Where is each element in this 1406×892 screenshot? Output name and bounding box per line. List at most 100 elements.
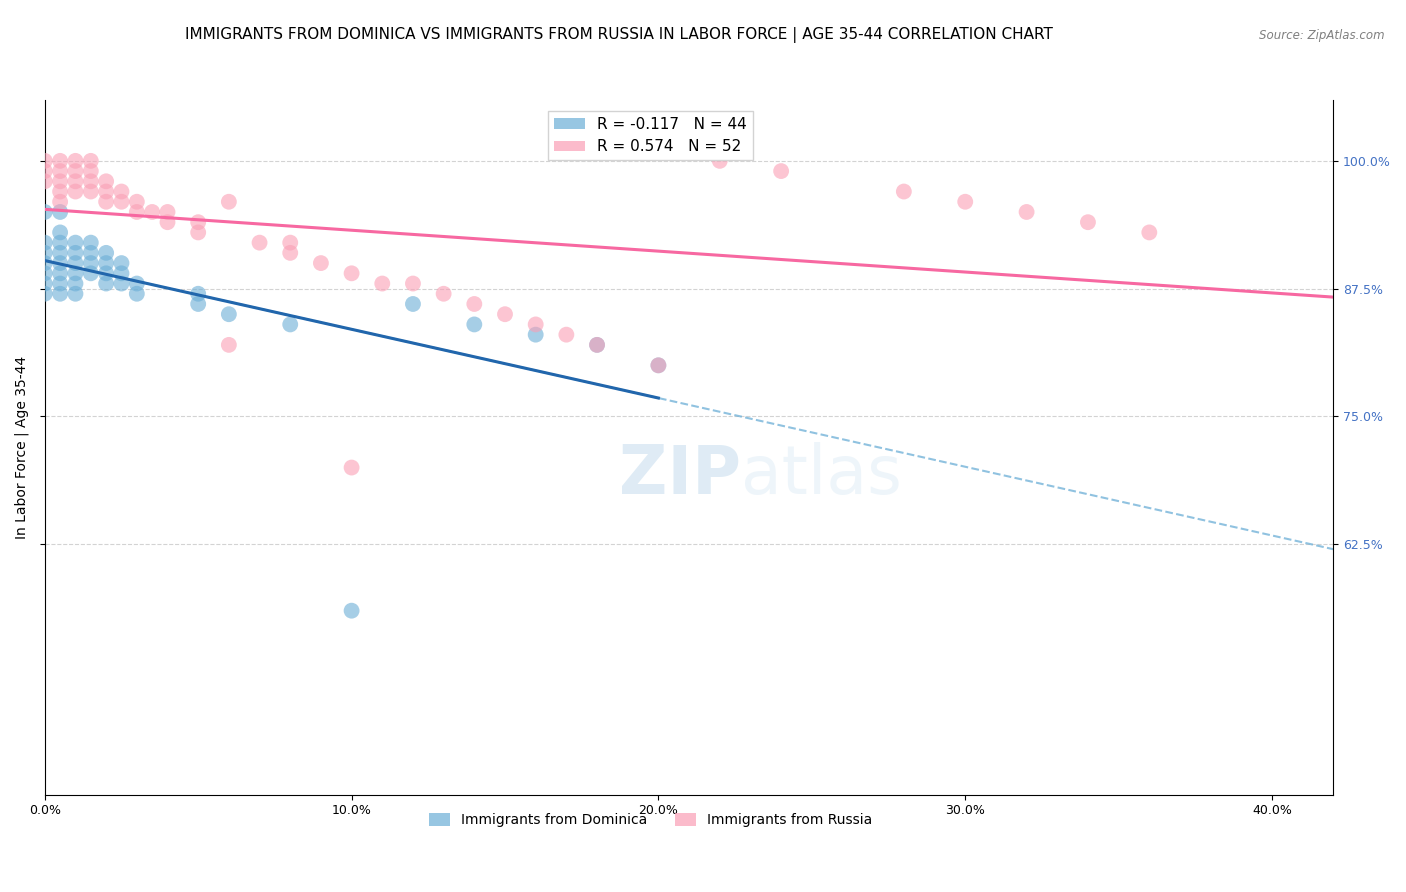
Text: atlas: atlas	[741, 442, 901, 508]
Point	[524, 318, 547, 332]
Point	[218, 307, 240, 321]
Point	[309, 256, 332, 270]
Text: IMMIGRANTS FROM DOMINICA VS IMMIGRANTS FROM RUSSIA IN LABOR FORCE | AGE 35-44 CO: IMMIGRANTS FROM DOMINICA VS IMMIGRANTS F…	[184, 27, 1053, 43]
Point	[65, 277, 87, 291]
Point	[49, 164, 72, 178]
Point	[187, 215, 209, 229]
Point	[80, 153, 103, 168]
Point	[49, 205, 72, 219]
Point	[463, 297, 485, 311]
Point	[34, 153, 56, 168]
Point	[187, 297, 209, 311]
Point	[463, 318, 485, 332]
Point	[94, 185, 117, 199]
Point	[110, 185, 132, 199]
Point	[1137, 226, 1160, 240]
Point	[340, 266, 363, 280]
Point	[371, 277, 394, 291]
Point	[65, 174, 87, 188]
Point	[80, 174, 103, 188]
Point	[49, 277, 72, 291]
Point	[249, 235, 271, 250]
Point	[49, 266, 72, 280]
Point	[49, 286, 72, 301]
Point	[433, 286, 456, 301]
Point	[110, 277, 132, 291]
Point	[1015, 205, 1038, 219]
Legend: Immigrants from Dominica, Immigrants from Russia: Immigrants from Dominica, Immigrants fro…	[423, 808, 877, 833]
Point	[218, 194, 240, 209]
Point	[893, 185, 915, 199]
Text: Source: ZipAtlas.com: Source: ZipAtlas.com	[1260, 29, 1385, 42]
Point	[110, 194, 132, 209]
Point	[156, 205, 179, 219]
Point	[34, 235, 56, 250]
Point	[402, 277, 425, 291]
Text: ZIP: ZIP	[619, 442, 741, 508]
Point	[80, 185, 103, 199]
Point	[402, 297, 425, 311]
Point	[49, 194, 72, 209]
Point	[340, 604, 363, 618]
Point	[709, 153, 731, 168]
Point	[125, 277, 148, 291]
Point	[65, 235, 87, 250]
Point	[555, 327, 578, 342]
Point	[110, 256, 132, 270]
Point	[34, 174, 56, 188]
Point	[65, 266, 87, 280]
Point	[524, 327, 547, 342]
Point	[49, 256, 72, 270]
Point	[125, 194, 148, 209]
Point	[125, 205, 148, 219]
Point	[80, 235, 103, 250]
Point	[80, 256, 103, 270]
Point	[141, 205, 163, 219]
Point	[49, 174, 72, 188]
Point	[586, 338, 609, 352]
Point	[94, 277, 117, 291]
Point	[49, 235, 72, 250]
Point	[65, 245, 87, 260]
Point	[80, 245, 103, 260]
Point	[65, 153, 87, 168]
Point	[34, 286, 56, 301]
Point	[647, 359, 669, 373]
Point	[34, 256, 56, 270]
Point	[770, 164, 793, 178]
Point	[65, 256, 87, 270]
Point	[278, 245, 301, 260]
Point	[65, 185, 87, 199]
Point	[218, 338, 240, 352]
Point	[65, 164, 87, 178]
Point	[94, 266, 117, 280]
Point	[94, 194, 117, 209]
Point	[80, 266, 103, 280]
Point	[49, 185, 72, 199]
Point	[94, 245, 117, 260]
Point	[34, 245, 56, 260]
Point	[34, 205, 56, 219]
Point	[647, 359, 669, 373]
Point	[278, 318, 301, 332]
Point	[49, 245, 72, 260]
Point	[586, 338, 609, 352]
Point	[80, 164, 103, 178]
Point	[494, 307, 516, 321]
Point	[955, 194, 977, 209]
Point	[156, 215, 179, 229]
Point	[187, 286, 209, 301]
Point	[65, 286, 87, 301]
Point	[34, 266, 56, 280]
Point	[34, 277, 56, 291]
Point	[187, 226, 209, 240]
Point	[49, 153, 72, 168]
Point	[1077, 215, 1099, 229]
Point	[94, 174, 117, 188]
Point	[110, 266, 132, 280]
Y-axis label: In Labor Force | Age 35-44: In Labor Force | Age 35-44	[15, 356, 30, 539]
Point	[34, 164, 56, 178]
Point	[340, 460, 363, 475]
Point	[49, 226, 72, 240]
Point	[94, 256, 117, 270]
